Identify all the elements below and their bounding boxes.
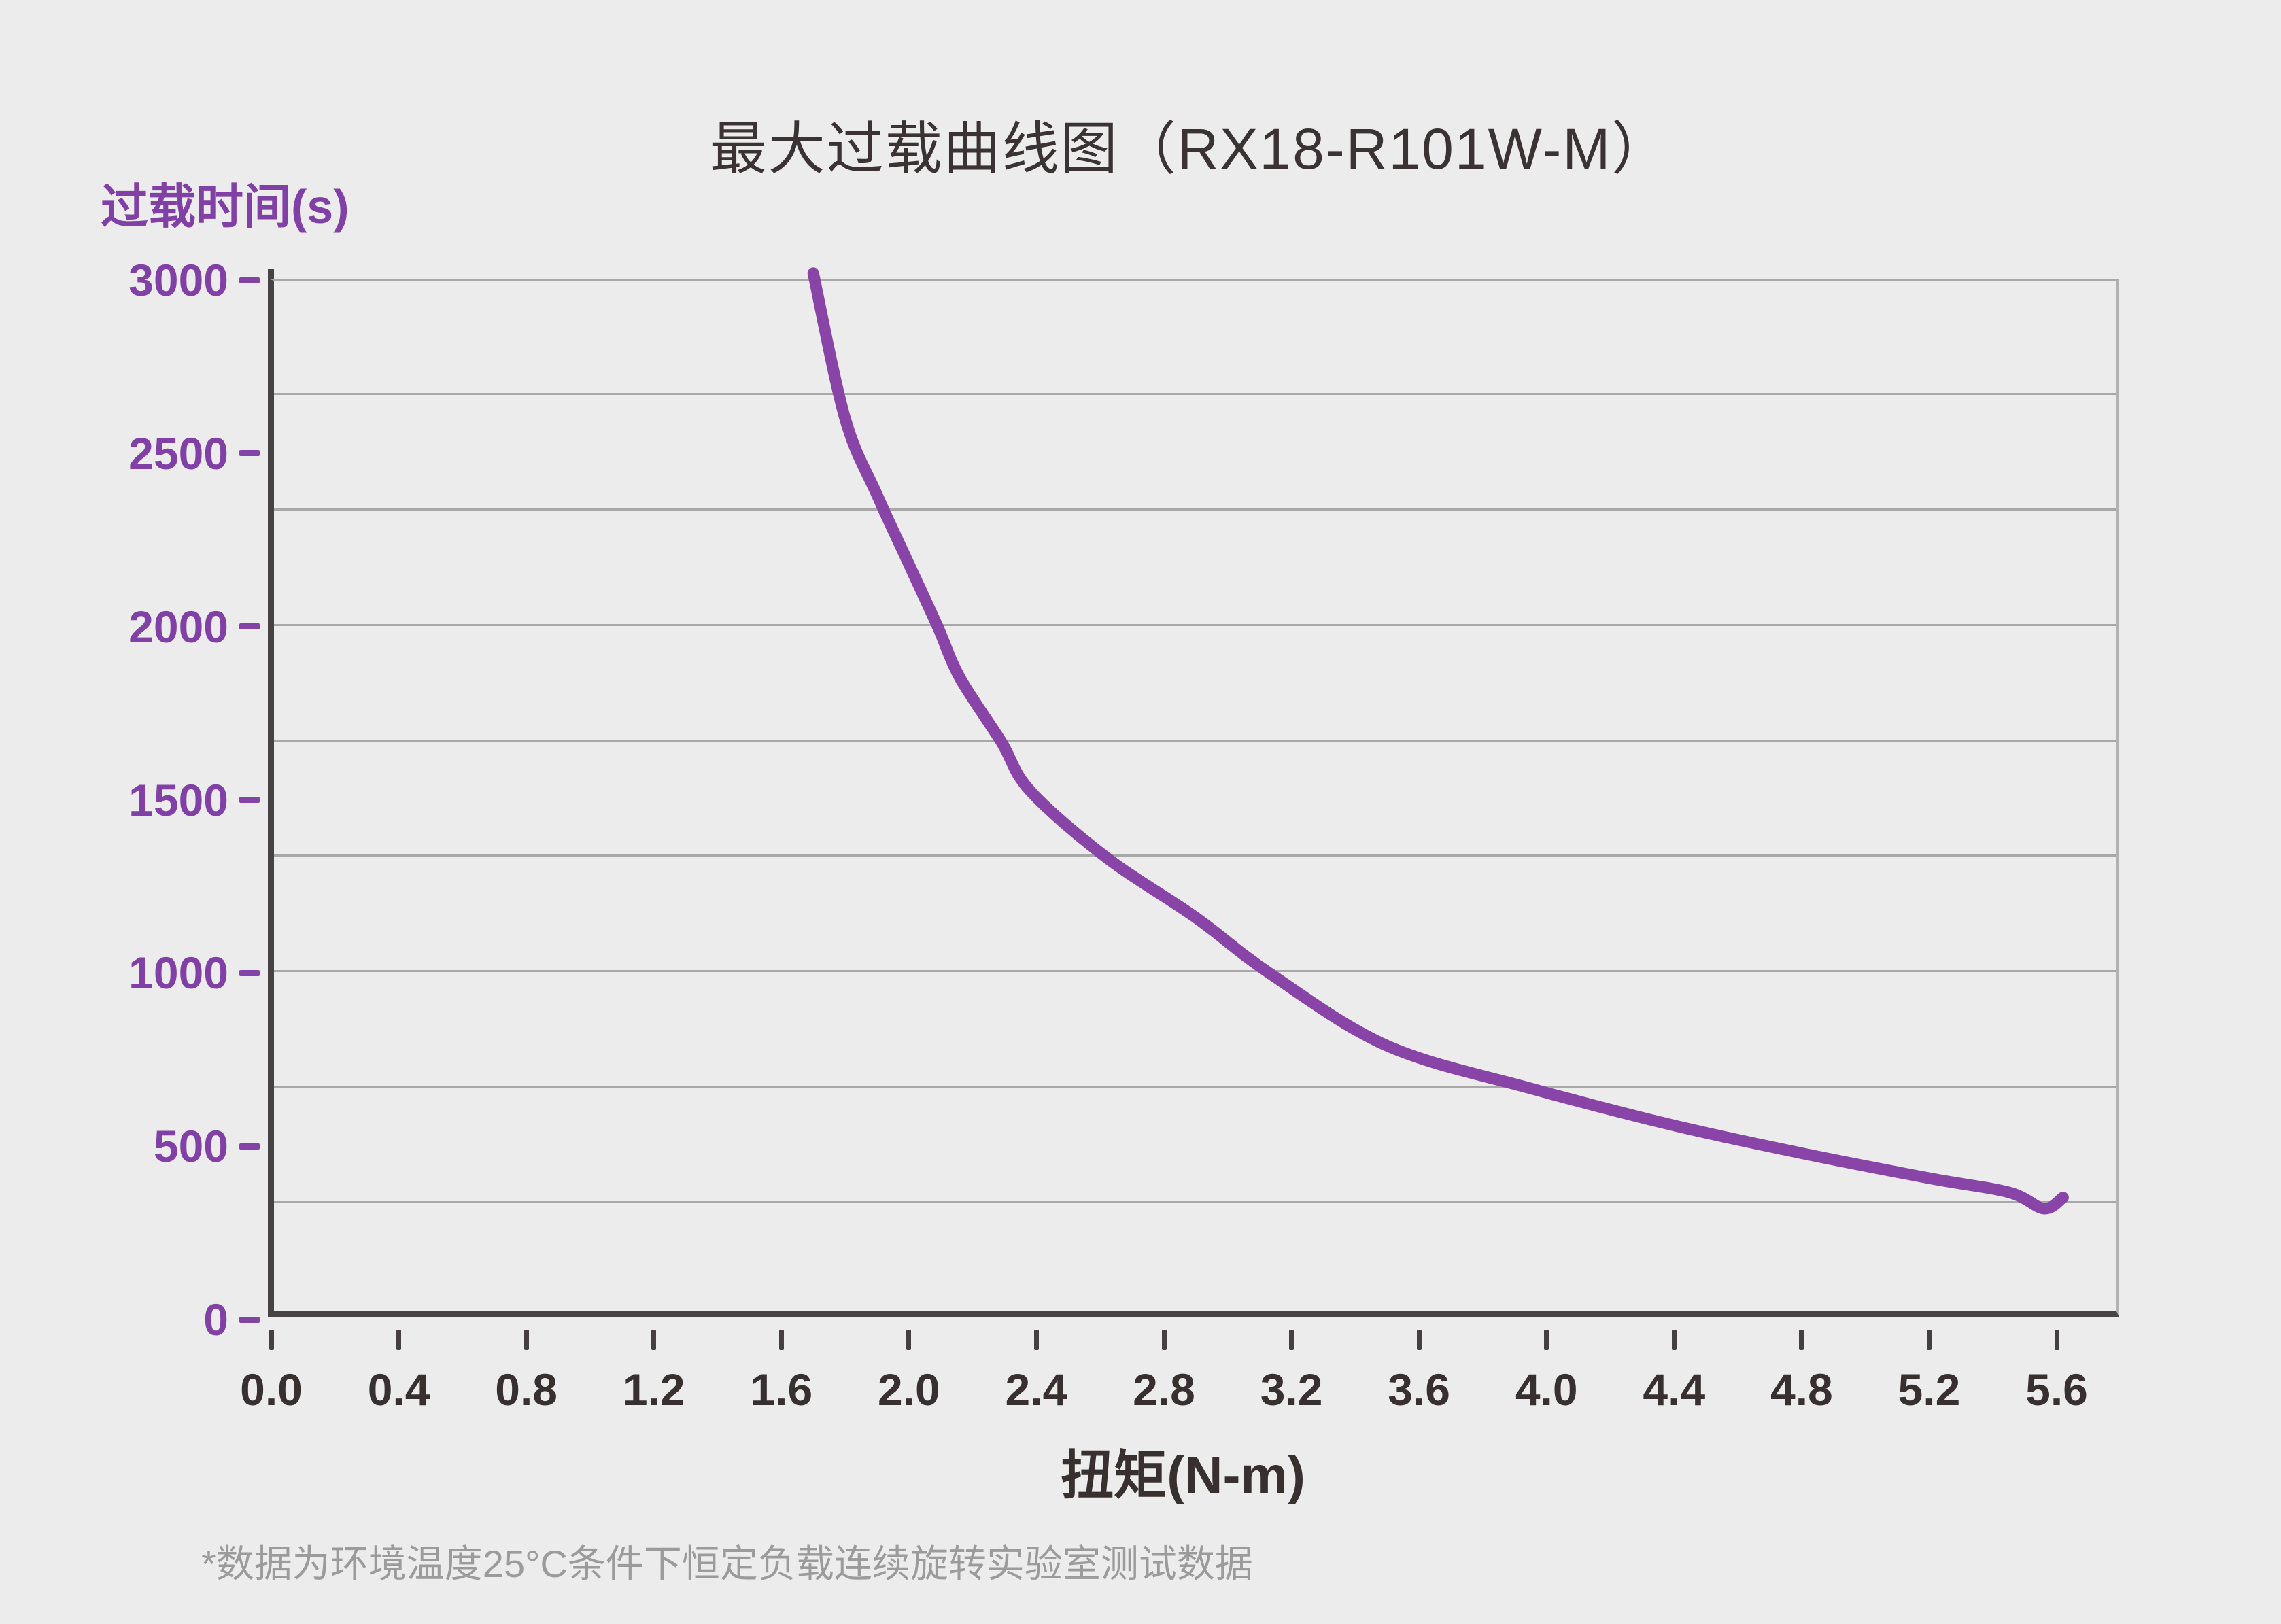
- y-tick-label: 1000: [128, 948, 228, 999]
- y-tick-dash: [239, 623, 260, 630]
- x-tick-dash: [778, 1330, 784, 1350]
- y-tick-dash: [239, 797, 260, 803]
- x-tick-label: 4.4: [1643, 1364, 1706, 1415]
- y-tick-label: 500: [153, 1121, 228, 1172]
- gridline: [274, 393, 2116, 395]
- gridline: [274, 624, 2116, 626]
- x-tick-dash: [2054, 1330, 2059, 1350]
- x-tick-label: 0.8: [495, 1364, 558, 1415]
- footnote: *数据为环境温度25°C条件下恒定负载连续旋转实验室测试数据: [201, 1542, 1253, 1585]
- y-tick-label: 3000: [128, 255, 228, 305]
- x-tick-label: 0.0: [240, 1364, 303, 1415]
- x-tick-label: 5.2: [1898, 1364, 1961, 1415]
- x-tick-dash: [1161, 1330, 1167, 1350]
- x-tick-label: 1.2: [622, 1364, 685, 1415]
- x-tick-dash: [396, 1330, 402, 1350]
- y-tick-label: 1500: [128, 774, 228, 825]
- x-tick-dash: [1671, 1330, 1677, 1350]
- x-tick-dash: [269, 1330, 274, 1350]
- x-tick-dash: [651, 1330, 657, 1350]
- x-tick-dash: [1799, 1330, 1804, 1350]
- gridline: [274, 854, 2116, 857]
- x-tick-dash: [906, 1330, 912, 1350]
- chart-title: 最大过载曲线图（RX18-R101W-M）: [709, 117, 1670, 181]
- gridline: [274, 970, 2116, 972]
- x-tick-dash: [1926, 1330, 1932, 1350]
- gridline: [274, 740, 2116, 742]
- plot-area: [268, 279, 2119, 1317]
- x-tick-label: 2.0: [877, 1364, 940, 1415]
- gridline: [274, 508, 2116, 511]
- y-tick-dash: [239, 969, 260, 976]
- y-tick-dash: [239, 1143, 260, 1150]
- x-tick-dash: [1289, 1330, 1294, 1350]
- x-tick-dash: [1416, 1330, 1422, 1350]
- x-axis-title: 扭矩(N-m): [1061, 1445, 1305, 1505]
- x-tick-label: 4.8: [1770, 1364, 1833, 1415]
- y-tick-label: 2000: [128, 601, 228, 652]
- x-tick-label: 3.2: [1260, 1364, 1323, 1415]
- y-tick-dash: [239, 277, 260, 283]
- y-tick-label: 0: [203, 1294, 228, 1345]
- y-axis-cap: [268, 269, 274, 280]
- x-tick-label: 5.6: [2025, 1364, 2088, 1415]
- x-tick-label: 1.6: [750, 1364, 813, 1415]
- x-tick-dash: [1033, 1330, 1039, 1350]
- y-tick-dash: [239, 450, 260, 457]
- x-tick-label: 0.4: [367, 1364, 430, 1415]
- x-tick-label: 4.0: [1515, 1364, 1578, 1415]
- gridline: [274, 1086, 2116, 1088]
- y-tick-dash: [239, 1316, 260, 1323]
- x-tick-label: 2.8: [1133, 1364, 1195, 1415]
- x-tick-label: 2.4: [1005, 1364, 1068, 1415]
- y-axis-title: 过载时间(s): [101, 180, 349, 233]
- y-tick-label: 2500: [128, 428, 228, 479]
- gridline: [274, 1201, 2116, 1203]
- x-tick-dash: [524, 1330, 529, 1350]
- x-tick-label: 3.6: [1388, 1364, 1451, 1415]
- x-tick-dash: [1544, 1330, 1549, 1350]
